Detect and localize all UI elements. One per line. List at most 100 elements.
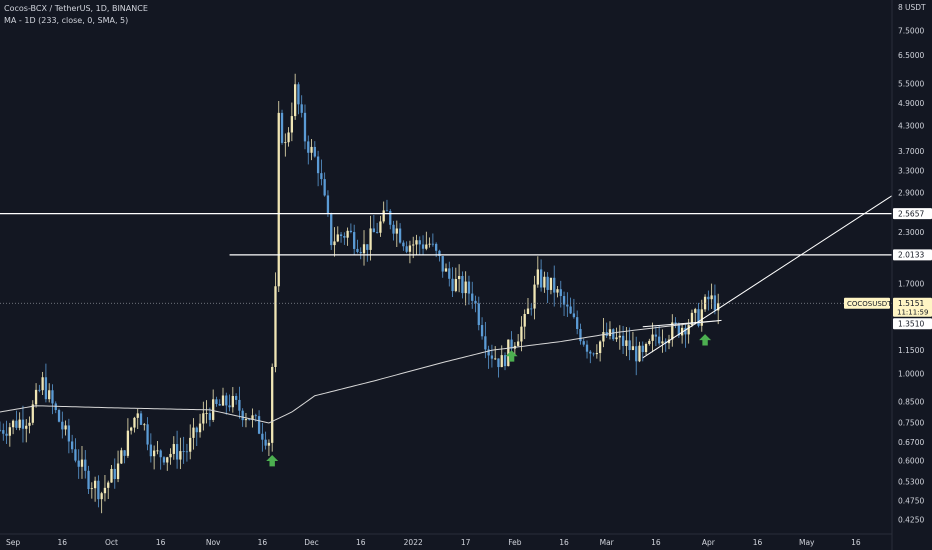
x-tick-label: 16 bbox=[58, 538, 68, 547]
candle-body bbox=[192, 427, 195, 438]
candle-body bbox=[205, 413, 208, 414]
candle-body bbox=[271, 366, 274, 443]
candle-body bbox=[543, 276, 546, 288]
candle-body bbox=[5, 433, 8, 436]
candle-body bbox=[57, 410, 61, 422]
y-tick-label: 3.3000 bbox=[898, 166, 924, 175]
y-tick-label: 6.5000 bbox=[898, 51, 924, 60]
candle-body bbox=[175, 444, 179, 460]
candle-body bbox=[474, 300, 477, 304]
candle-body bbox=[539, 269, 543, 288]
support-segment-line[interactable] bbox=[642, 319, 722, 328]
chart-legend: Cocos-BCX / TetherUS, 1D, BINANCE MA - 1… bbox=[4, 3, 148, 27]
candle-body bbox=[238, 399, 241, 411]
candle-body bbox=[287, 132, 290, 143]
candle-body bbox=[90, 488, 93, 490]
y-tick-label: 4.3000 bbox=[898, 121, 924, 130]
y-tick-label: 7.5000 bbox=[898, 27, 924, 36]
candle-body bbox=[77, 460, 80, 467]
candle-body bbox=[697, 309, 700, 326]
candle-body bbox=[375, 232, 379, 233]
candle-body bbox=[38, 389, 41, 391]
candle-body bbox=[290, 116, 294, 133]
y-tick-label: 0.4750 bbox=[898, 496, 924, 505]
candle-body bbox=[80, 459, 84, 467]
candle-body bbox=[300, 104, 303, 113]
candle-body bbox=[133, 417, 136, 428]
candle-body bbox=[408, 245, 412, 252]
candle-body bbox=[284, 142, 287, 144]
candle-body bbox=[248, 419, 251, 420]
y-tick-label: 0.4250 bbox=[898, 515, 924, 524]
candle-body bbox=[15, 420, 18, 428]
candle-body bbox=[212, 399, 215, 420]
candle-body bbox=[307, 141, 310, 153]
candle-body bbox=[31, 404, 34, 423]
candle-body bbox=[51, 390, 54, 404]
arrows-layer bbox=[266, 334, 712, 467]
candle-body bbox=[641, 345, 644, 353]
candle-body bbox=[8, 427, 11, 436]
x-tick-label: 16 bbox=[156, 538, 166, 547]
candle-body bbox=[159, 450, 162, 458]
legend-symbol-title: Cocos-BCX / TetherUS, 1D, BINANCE bbox=[4, 4, 148, 13]
candle-body bbox=[228, 405, 231, 408]
candle-body bbox=[84, 459, 87, 471]
candle-body bbox=[421, 244, 425, 249]
candle-body bbox=[323, 179, 326, 196]
candle-body bbox=[113, 468, 116, 480]
candle-body bbox=[244, 419, 248, 421]
candle-body bbox=[569, 306, 572, 314]
candle-body bbox=[684, 327, 687, 335]
countdown-label: 11:11:59 bbox=[897, 308, 928, 316]
candle-body bbox=[320, 173, 323, 180]
candle-body bbox=[448, 268, 451, 279]
candle-body bbox=[215, 399, 218, 404]
candle-body bbox=[559, 289, 562, 297]
candle-body bbox=[126, 430, 130, 456]
candle-body bbox=[451, 278, 454, 292]
candle-body bbox=[336, 234, 339, 242]
candle-body bbox=[444, 268, 448, 272]
candle-body bbox=[667, 339, 671, 344]
candle-body bbox=[500, 355, 503, 368]
candle-body bbox=[208, 413, 212, 420]
candle-body bbox=[671, 322, 674, 340]
candle-body bbox=[44, 377, 48, 400]
y-axis[interactable]: 8 USDT 7.5000 6.5000 5.5000 4.9000 4.3000 3.700… bbox=[891, 0, 932, 550]
current-price-label-bg bbox=[893, 297, 932, 317]
candle-body bbox=[497, 358, 500, 368]
up-arrow-icon bbox=[505, 350, 518, 362]
x-tick-label: Mar bbox=[600, 538, 615, 547]
candle-body bbox=[136, 413, 139, 418]
x-axis[interactable]: Sep 16 Oct 16 Nov 16 Dec 16 2022 17 Feb 16 Mar 16 Apr 1… bbox=[0, 533, 892, 547]
x-tick-label: 16 bbox=[559, 538, 569, 547]
candle-body bbox=[516, 341, 520, 346]
candle-body bbox=[316, 156, 320, 174]
y-axis-background bbox=[892, 0, 932, 550]
candle-body bbox=[461, 276, 464, 294]
candle-body bbox=[280, 112, 284, 143]
candle-body bbox=[582, 341, 585, 345]
candle-body bbox=[349, 230, 353, 233]
candle-body bbox=[707, 296, 710, 300]
candle-body bbox=[484, 336, 487, 350]
candle-body bbox=[441, 256, 444, 272]
x-tick-label: Nov bbox=[206, 538, 221, 547]
candle-body bbox=[74, 449, 77, 461]
rising-trendline[interactable] bbox=[642, 195, 893, 359]
candle-body bbox=[638, 345, 641, 362]
candle-body bbox=[21, 419, 25, 429]
candle-body bbox=[612, 329, 615, 340]
candle-body bbox=[48, 390, 51, 400]
candle-body bbox=[97, 480, 100, 500]
candle-body bbox=[356, 248, 359, 252]
x-tick-label: 16 bbox=[651, 538, 661, 547]
candle-body bbox=[185, 451, 189, 453]
candle-body bbox=[326, 195, 330, 214]
y-tick-label: 0.7500 bbox=[898, 419, 924, 428]
candle-body bbox=[11, 420, 15, 428]
